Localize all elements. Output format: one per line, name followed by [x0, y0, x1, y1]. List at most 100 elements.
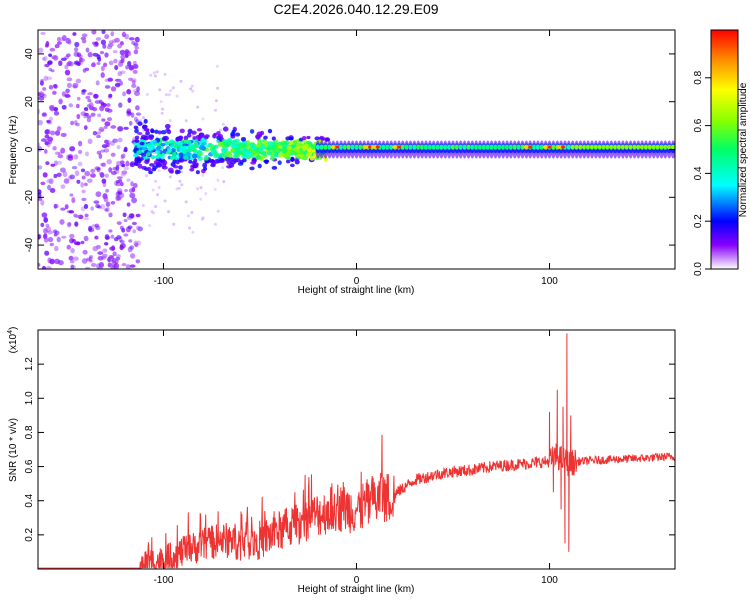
- spectrogram-cell: [389, 144, 394, 150]
- spectrogram-cell: [136, 158, 142, 164]
- spectrogram-cell: [165, 141, 172, 145]
- spectrogram-cell: [141, 124, 148, 129]
- spectrogram-cell: [81, 39, 87, 44]
- spectrogram-cell: [101, 162, 107, 168]
- spectrogram-cell: [169, 155, 176, 160]
- spectrogram-cell: [135, 105, 140, 111]
- spectrogram-cell: [115, 191, 121, 197]
- spectrogram-cell: [60, 207, 66, 211]
- spectrogram-cell: [70, 120, 75, 126]
- spectrogram-cell: [202, 162, 208, 168]
- spectrogram-cell: [65, 88, 70, 94]
- spectrogram-cell: [585, 145, 591, 149]
- spectrogram-cell: [216, 130, 221, 136]
- spectrogram-cell: [306, 135, 311, 140]
- spectrogram-cell: [178, 152, 184, 158]
- spectrogram-cell: [177, 186, 181, 190]
- spectrogram-cell: [290, 144, 296, 149]
- spectrogram-cell: [137, 121, 143, 126]
- spectrogram-cell: [122, 212, 127, 218]
- y-tick-label: -20: [24, 190, 35, 205]
- spectrogram-cell: [454, 144, 460, 150]
- spectrogram-cell: [295, 143, 302, 147]
- spectrogram-cell: [53, 203, 58, 209]
- spectrogram-cell: [96, 167, 101, 173]
- spectrogram-cell: [187, 128, 193, 134]
- spectrogram-cell: [125, 65, 130, 70]
- spectrogram-cell: [307, 147, 313, 153]
- spectrogram-cell: [92, 245, 99, 252]
- spectrogram-cell: [56, 126, 62, 132]
- spectrogram-cell: [191, 230, 195, 234]
- spectrogram-cell: [84, 151, 90, 157]
- spectrogram-cell: [285, 159, 291, 164]
- spectrogram-cell: [40, 181, 46, 186]
- spectrogram-cell: [104, 242, 109, 246]
- spectrogram-cell: [613, 145, 618, 149]
- spectrogram-cell: [64, 204, 69, 210]
- spectrogram-cell: [186, 214, 190, 218]
- spectrogram-cell: [222, 139, 227, 144]
- spectrogram-cell: [116, 145, 121, 150]
- spectrogram-cell: [99, 204, 106, 210]
- spectrogram-cell: [44, 250, 50, 256]
- spectrogram-cell: [61, 235, 67, 239]
- spectrogram-cell: [97, 266, 104, 269]
- spectrogram-cell: [110, 152, 116, 157]
- spectrogram-cell: [224, 142, 230, 148]
- spectrogram-cell: [123, 218, 128, 223]
- spectrogram-cell: [120, 54, 126, 60]
- spectrogram-cell: [201, 173, 205, 177]
- spectrogram-cell: [75, 78, 82, 84]
- spectrogram-cell: [175, 187, 179, 191]
- spectrogram-cell: [117, 71, 123, 77]
- spectrogram-cell: [249, 142, 254, 149]
- spectrogram-cell: [605, 145, 610, 149]
- spectrogram-cell: [258, 146, 264, 151]
- spectrogram-cell: [59, 219, 65, 225]
- spectrogram-cell: [118, 236, 123, 243]
- spectrogram-cell: [68, 103, 74, 108]
- spectrogram-cell: [40, 199, 45, 206]
- spectrogram-cell: [66, 77, 73, 82]
- spectrogram-cell: [38, 47, 44, 53]
- spectrogram-cell: [49, 104, 55, 111]
- spectrogram-cell: [90, 168, 96, 174]
- spectrogram-cell: [96, 134, 101, 139]
- spectrogram-cell: [115, 195, 121, 201]
- spectrogram-cell: [214, 108, 217, 112]
- spectrogram-cell: [46, 119, 51, 124]
- spectrogram-cell: [288, 137, 294, 141]
- spectrogram-cell: [60, 132, 67, 137]
- spectrogram-cell: [178, 179, 182, 183]
- spectrogram-cell: [531, 144, 537, 150]
- spectrogram-cell: [46, 76, 53, 81]
- snr-x-axis-label: Height of straight line (km): [298, 584, 415, 595]
- spectrogram-cell: [169, 144, 176, 149]
- spectrogram-cell: [119, 240, 125, 244]
- spectrogram-cell: [651, 145, 656, 149]
- spectrogram-cell: [150, 155, 156, 160]
- spectrogram-cell: [127, 246, 133, 253]
- spectrogram-cell: [416, 144, 421, 150]
- spectrogram-cell: [616, 145, 622, 149]
- spectrogram-cell: [83, 115, 88, 119]
- spectrogram-cell: [320, 136, 326, 141]
- spectrogram-cell: [133, 182, 138, 189]
- spectrogram-cell: [150, 128, 155, 134]
- spectrogram-x-ticks: -100 0 100: [153, 30, 558, 287]
- spectrogram-cell: [121, 170, 128, 175]
- spectrogram-cell: [167, 93, 171, 97]
- spectrogram-cell: [597, 145, 602, 149]
- spectrogram-cell: [79, 58, 85, 63]
- spectrogram-cell: [84, 213, 89, 218]
- spectrogram-cell: [574, 145, 579, 149]
- spectrogram-cell: [97, 255, 104, 261]
- spectrogram-cell: [127, 60, 132, 67]
- spectrogram-cell: [136, 150, 142, 155]
- spectrogram-cell: [110, 234, 115, 239]
- spectrogram-cell: [216, 178, 220, 182]
- spectrogram-cell: [102, 253, 108, 258]
- spectrogram-cell: [56, 172, 62, 178]
- spectrogram-cell: [130, 112, 135, 118]
